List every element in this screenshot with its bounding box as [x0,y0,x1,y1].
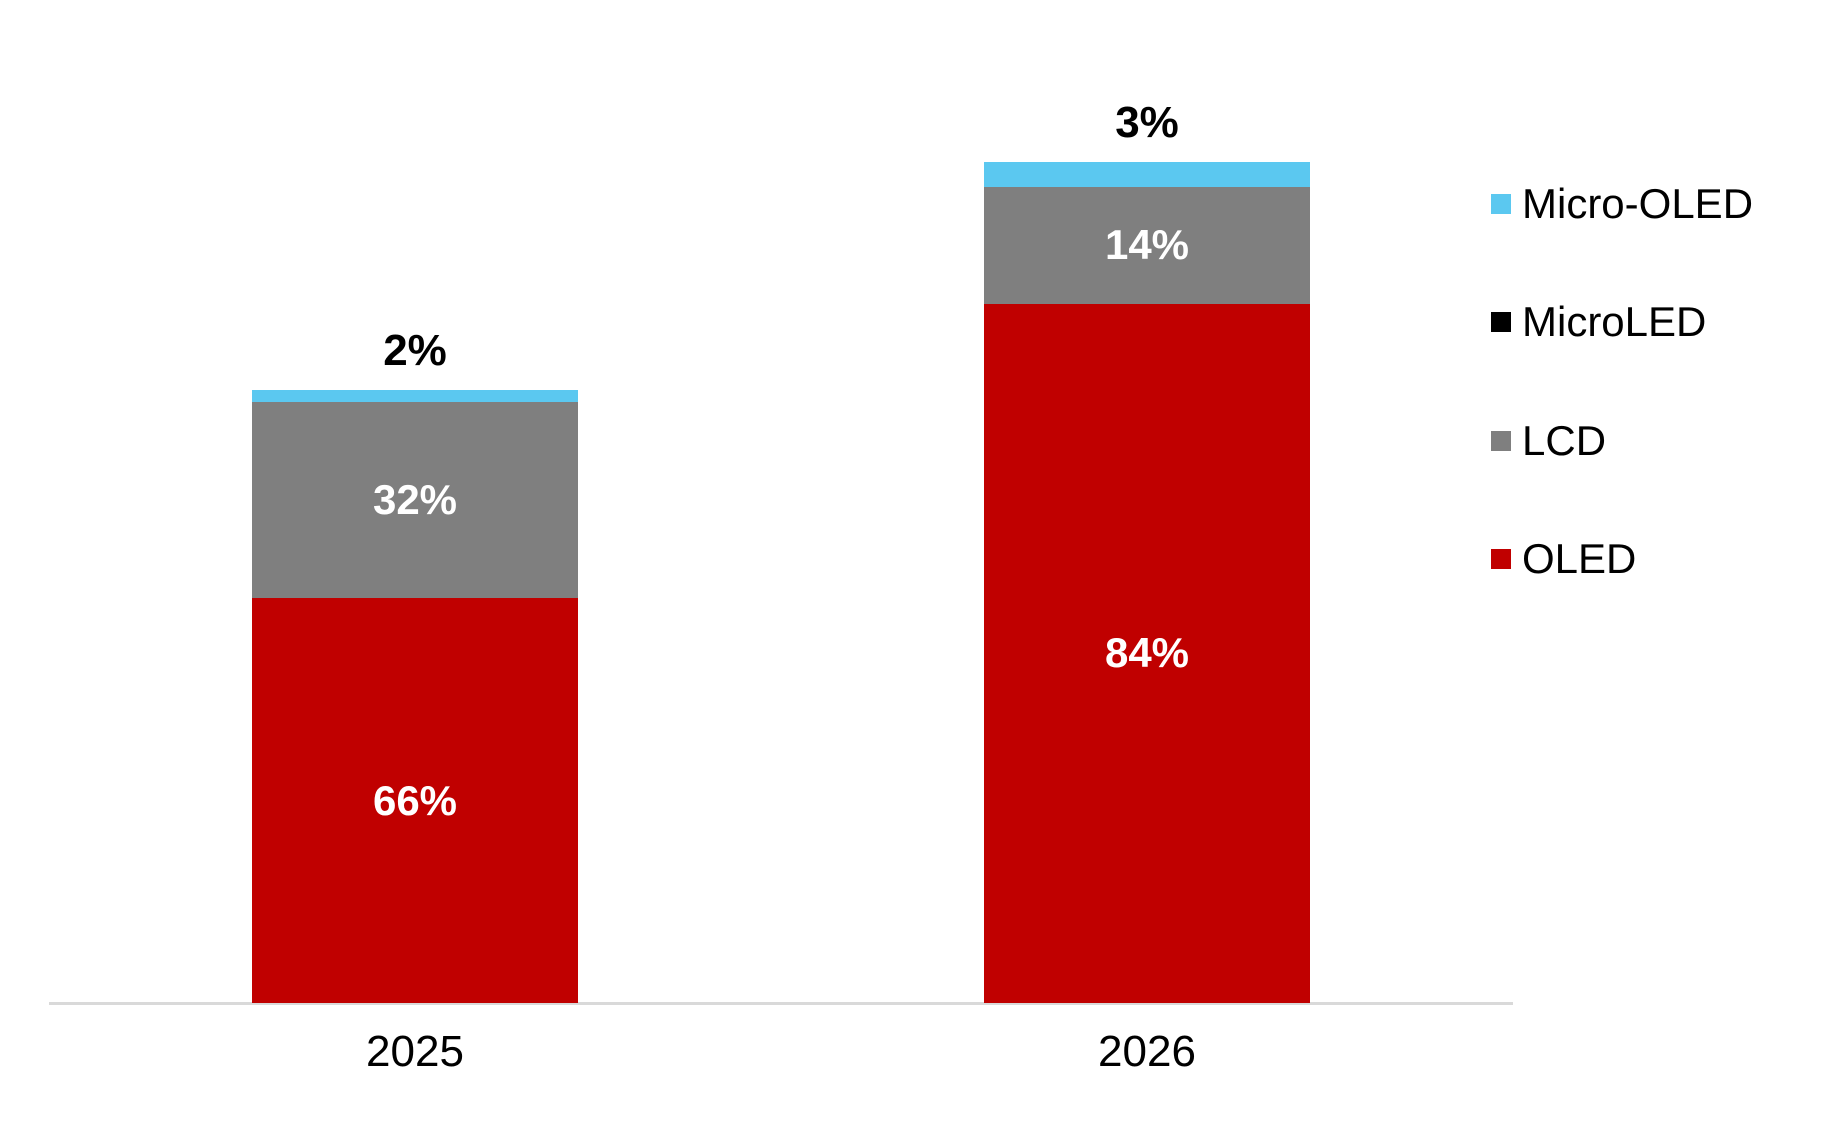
segment-label-lcd-2026: 14% [1104,221,1190,269]
bar-2026: 3% 14% 84% [984,98,1310,1003]
x-axis-line [49,1002,1513,1005]
legend-swatch-micro-oled [1491,194,1511,214]
segment-micro-oled-2026 [984,162,1310,187]
legend-label-lcd: LCD [1522,417,1607,464]
segment-label-oled-2026: 84% [1104,629,1190,677]
legend-swatch-microled [1491,312,1511,332]
bar-2025: 2% 32% 66% [252,326,578,1003]
outside-label-2026: 3% [1115,98,1179,147]
segment-lcd-2025: 32% [252,402,578,599]
segment-label-lcd-2025: 32% [372,476,458,524]
outside-label-2025: 2% [383,326,447,375]
legend-item-microled: MicroLED [1491,298,1706,346]
segment-micro-oled-2025 [252,390,578,403]
legend-swatch-oled [1491,549,1511,569]
segment-oled-2026: 84% [984,303,1310,1003]
segment-lcd-2026: 14% [984,186,1310,304]
legend-label-microled: MicroLED [1522,298,1707,345]
legend-item-micro-oled: Micro-OLED [1491,180,1753,228]
category-label-2025: 2025 [366,1027,464,1076]
legend-label-micro-oled: Micro-OLED [1522,180,1754,227]
legend-swatch-lcd [1491,431,1511,451]
category-label-2026: 2026 [1098,1027,1196,1076]
legend-item-oled: OLED [1491,535,1636,583]
legend-label-oled: OLED [1522,535,1637,582]
legend-item-lcd: LCD [1491,417,1606,465]
segment-oled-2025: 66% [252,598,578,1003]
segment-label-oled-2025: 66% [372,776,458,824]
